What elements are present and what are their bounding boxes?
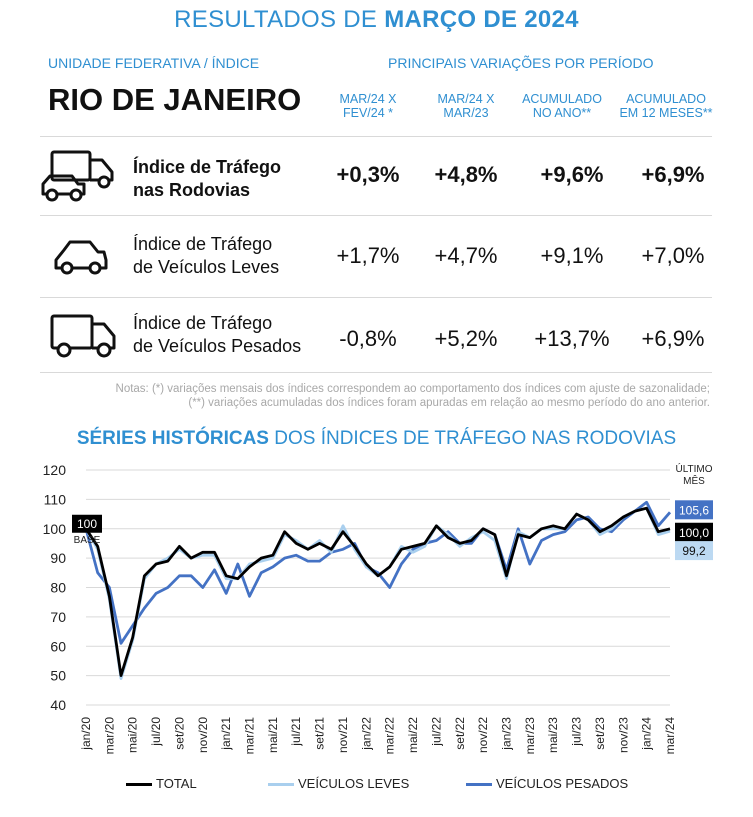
notes: Notas: (*) variações mensais dos índices…: [115, 383, 710, 409]
value-total-month: +0,3%: [336, 162, 400, 187]
y-tick-label: 110: [44, 491, 67, 507]
base-value-label: 100: [77, 517, 97, 531]
y-tick-label: 80: [50, 580, 66, 596]
end-value-box-total: [675, 522, 713, 542]
x-tick-label: jan/21: [219, 717, 233, 751]
divider: [40, 136, 712, 137]
x-tick-label: mar/24: [663, 717, 677, 755]
unit-index-label: UNIDADE FEDERATIVA / ÍNDICE: [48, 55, 260, 71]
y-tick-label: 100: [43, 521, 67, 537]
series-line-leves: [84, 506, 671, 680]
row-label-total: Índice de Tráfego nas Rodovias: [133, 157, 282, 200]
x-tick-label: mar/22: [383, 717, 397, 755]
state-name: RIO DE JANEIRO: [48, 82, 302, 117]
x-tick-label: mar/21: [243, 717, 257, 755]
series-line-pesados: [84, 500, 672, 645]
divider: [40, 215, 712, 216]
last-month-label: ÚLTIMO: [675, 462, 712, 475]
page-title: RESULTADOS DE MARÇO DE 2024: [174, 6, 579, 33]
value-leves-ytd: +9,1%: [540, 243, 604, 268]
x-tick-label: jan/22: [359, 717, 373, 751]
x-tick-label: set/23: [593, 717, 607, 750]
x-tick-label: jan/20: [79, 717, 93, 751]
x-tick-label: mai/23: [546, 717, 560, 753]
value-pesados-month: -0,8%: [339, 326, 397, 351]
legend-item-pesados: VEÍCULOS PESADOS: [466, 776, 628, 791]
x-tick-label: jan/24: [640, 717, 654, 751]
truck-and-car-icon: [41, 150, 114, 202]
column-header-12m: ACUMULADO EM 12 MESES**: [619, 92, 713, 120]
x-tick-label: jul/21: [289, 717, 303, 747]
chart-title: SÉRIES HISTÓRICAS DOS ÍNDICES DE TRÁFEGO…: [76, 428, 677, 449]
base-value-box: [72, 514, 102, 533]
value-total-year: +4,8%: [434, 162, 498, 187]
end-value-box-pesados: [675, 500, 713, 520]
x-tick-label: set/21: [313, 717, 327, 750]
row-label-pesados: Índice de Tráfego de Veículos Pesados: [133, 313, 302, 356]
x-tick-label: mai/21: [266, 717, 280, 753]
x-tick-label: jul/20: [149, 717, 163, 747]
base-text-label: BASE: [74, 535, 101, 546]
divider: [40, 372, 712, 373]
x-tick-label: nov/23: [616, 717, 630, 753]
x-tick-label: nov/21: [336, 717, 350, 753]
car-icon: [54, 240, 108, 275]
value-leves-month: +1,7%: [336, 243, 400, 268]
y-tick-label: 60: [50, 638, 66, 654]
x-tick-label: jan/23: [499, 717, 513, 751]
x-tick-label: mai/20: [126, 717, 140, 753]
value-pesados-year: +5,2%: [434, 326, 498, 351]
end-value-label-total: 100,0: [679, 526, 709, 540]
variations-label: PRINCIPAIS VARIAÇÕES POR PERÍODO: [388, 55, 654, 71]
y-tick-label: 50: [50, 668, 66, 684]
x-tick-label: nov/22: [476, 717, 490, 753]
legend-item-leves: VEÍCULOS LEVES: [268, 776, 409, 791]
end-value-label-leves: 99,2: [682, 544, 706, 558]
end-value-label-pesados: 105,6: [679, 503, 709, 517]
value-total-ytd: +9,6%: [540, 162, 604, 187]
y-tick-label: 90: [50, 550, 66, 566]
column-header-month: MAR/24 X FEV/24 *: [339, 92, 397, 120]
end-value-box-leves: [675, 541, 713, 561]
column-header-ytd: ACUMULADO NO ANO**: [522, 92, 602, 120]
row-label-leves: Índice de Tráfego de Veículos Leves: [133, 234, 280, 277]
x-tick-label: set/22: [453, 717, 467, 750]
value-leves-year: +4,7%: [434, 243, 498, 268]
y-tick-label: 120: [43, 462, 67, 478]
column-header-year: MAR/24 X MAR/23: [437, 92, 495, 120]
legend-swatch-leves: [268, 783, 294, 787]
value-pesados-ytd: +13,7%: [534, 326, 610, 351]
x-tick-label: mar/23: [523, 717, 537, 755]
x-tick-label: jul/22: [429, 717, 443, 747]
line-chart: 40 50 60 70 80 90 100 110 120 jan/20 mar/20 mai/20 j…: [43, 462, 713, 755]
x-tick-label: set/20: [172, 717, 186, 750]
legend-swatch-pesados: [466, 783, 492, 787]
series-line-total: [84, 506, 671, 677]
y-tick-label: 40: [50, 697, 66, 713]
value-leves-12m: +7,0%: [641, 243, 705, 268]
truck-icon: [50, 314, 116, 358]
legend-item-total: TOTAL: [126, 776, 197, 791]
legend-swatch-total: [126, 783, 152, 787]
x-tick-label: jul/23: [570, 717, 584, 747]
x-tick-label: mar/20: [102, 717, 116, 755]
x-tick-label: nov/20: [196, 717, 210, 753]
divider: [40, 297, 712, 298]
value-pesados-12m: +6,9%: [641, 326, 705, 351]
y-tick-label: 70: [50, 609, 66, 625]
last-month-label: MÊS: [683, 474, 705, 487]
x-tick-label: mai/22: [406, 717, 420, 753]
value-total-12m: +6,9%: [641, 162, 705, 187]
